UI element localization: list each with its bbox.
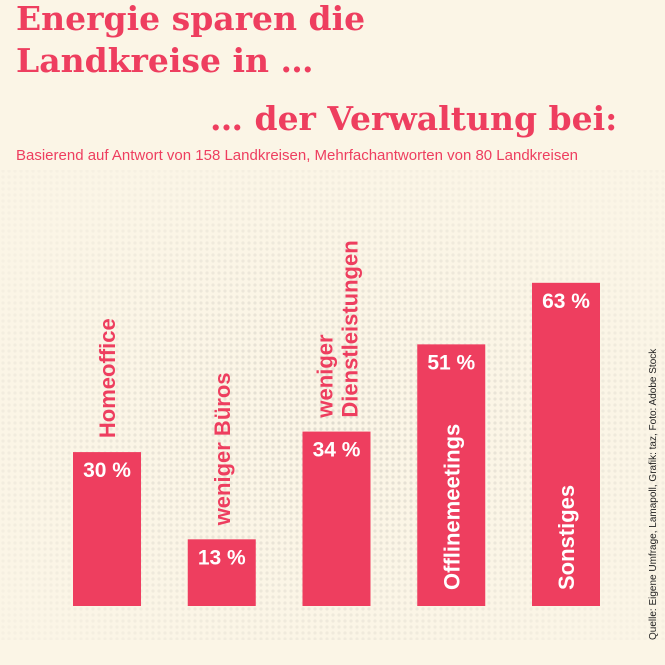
category-label: Offlinemeetings bbox=[439, 424, 464, 590]
bar bbox=[73, 452, 141, 606]
value-label: 30 % bbox=[83, 459, 131, 482]
value-label: 63 % bbox=[542, 290, 590, 313]
source: Quelle: Eigene Umfrage, Lamapoll, Grafik… bbox=[648, 348, 659, 640]
value-label: 51 % bbox=[427, 351, 475, 374]
bar bbox=[417, 344, 486, 606]
category-label: wenigerDienstleistungen bbox=[313, 240, 363, 418]
title-line: Energie sparen die bbox=[16, 0, 365, 38]
category-label: weniger Büros bbox=[210, 372, 235, 526]
category-label: Sonstiges bbox=[554, 485, 579, 590]
value-label: 13 % bbox=[198, 546, 246, 569]
category-label: Homeoffice bbox=[95, 318, 120, 438]
bar bbox=[187, 539, 256, 606]
bar bbox=[532, 282, 600, 606]
value-label: 34 % bbox=[313, 439, 361, 462]
heading: … der Verwaltung bei: bbox=[210, 99, 617, 138]
bar bbox=[302, 431, 371, 606]
subtitle: Basierend auf Antwort von 158 Landkreise… bbox=[16, 147, 578, 164]
title-line: Landkreise in … bbox=[16, 41, 314, 80]
